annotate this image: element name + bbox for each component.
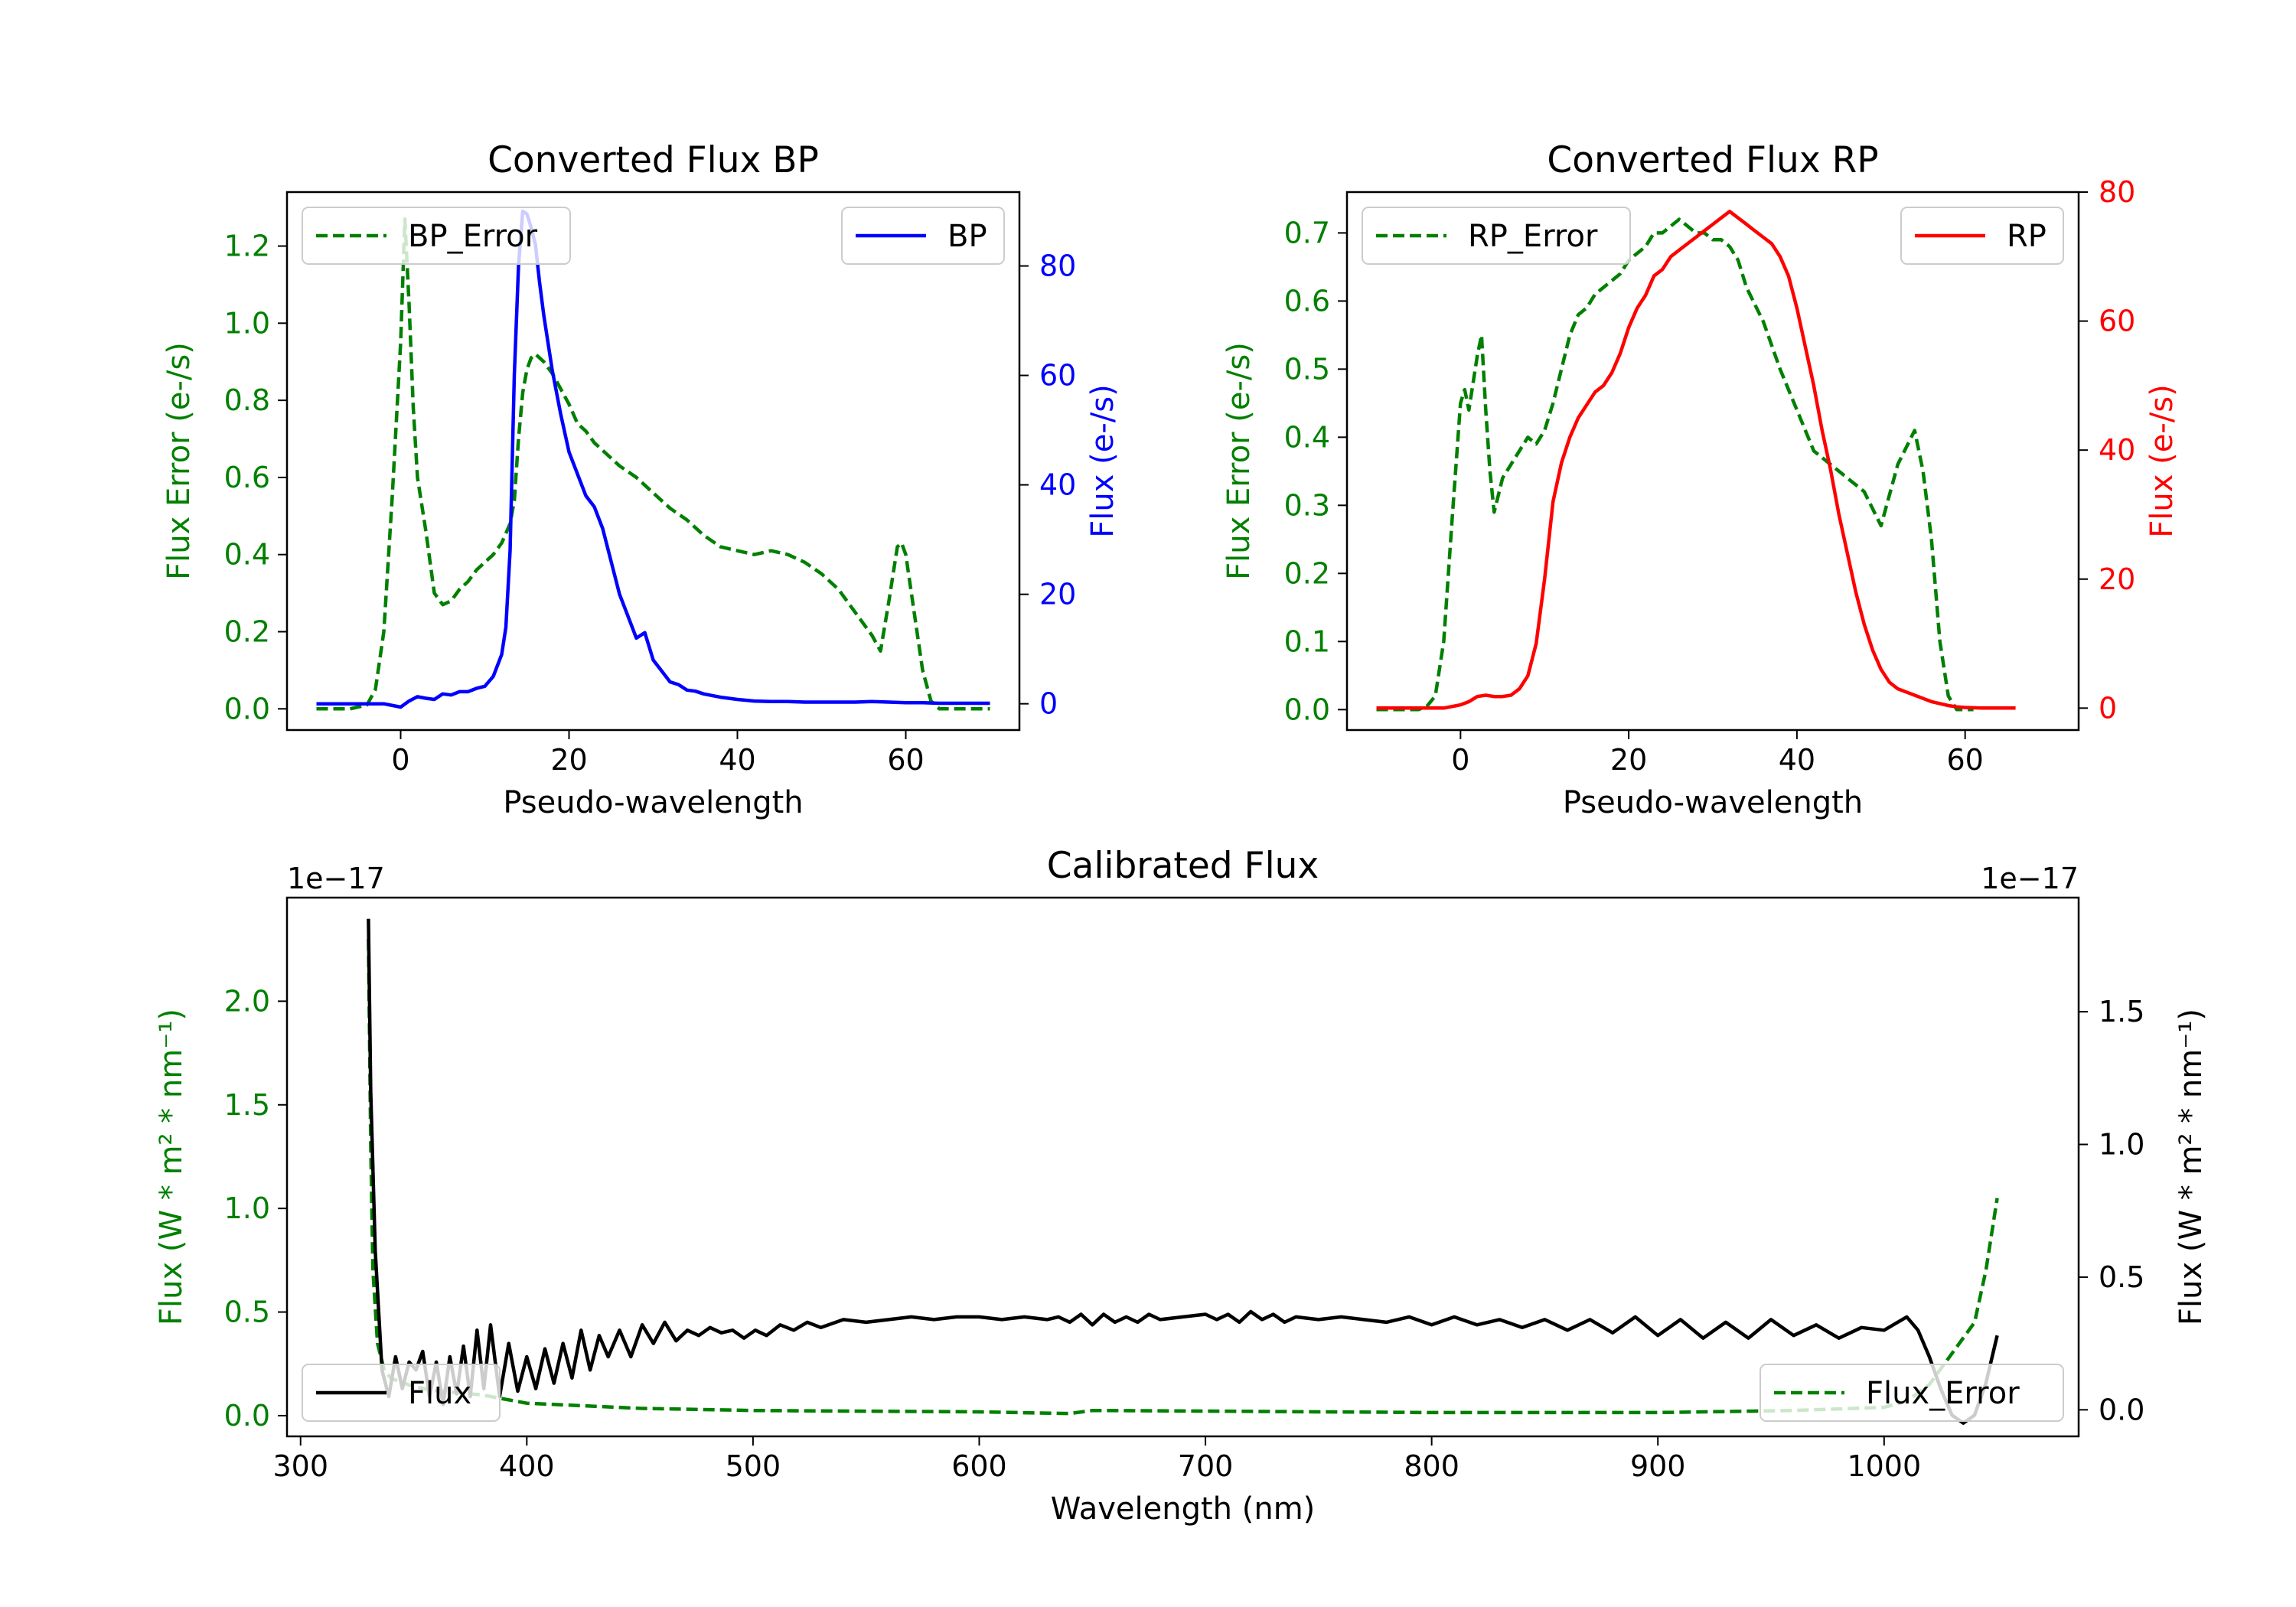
bp-ytick-left-label: 1.0 bbox=[224, 306, 270, 340]
cal-ytick-left-label: 1.5 bbox=[224, 1088, 270, 1122]
rp-xtick-label: 60 bbox=[1946, 743, 1983, 777]
chart-cal: 300 400 500 600 700 800 900 1000 0.0 0.5 1.0 1.5 2.0… bbox=[154, 845, 2209, 1527]
rp-left-series-line bbox=[1376, 217, 1974, 712]
cal-legend-right: Flux bbox=[302, 1364, 501, 1422]
rp-ytick-left-label: 0.6 bbox=[1284, 284, 1330, 318]
rp-legend-label: RP bbox=[2007, 219, 2047, 254]
bp-xtick-label: 0 bbox=[391, 743, 409, 777]
cal-xtick-label: 400 bbox=[499, 1449, 555, 1483]
rp-ytick-left-label: 0.0 bbox=[1284, 693, 1330, 726]
rp-ytick-left-label: 0.4 bbox=[1284, 420, 1330, 454]
bp-right-series-line bbox=[316, 209, 990, 709]
bp-xtick-label: 20 bbox=[550, 743, 587, 777]
bp-ytick-left-label: 0.8 bbox=[224, 383, 270, 417]
rp-ytick-left-label: 0.7 bbox=[1284, 216, 1330, 249]
cal-ytick-right-label: 0.5 bbox=[2099, 1260, 2144, 1294]
cal-xtick-label: 500 bbox=[726, 1449, 781, 1483]
bp-xtick-label: 40 bbox=[719, 743, 755, 777]
cal-legend-label: Flux_Error bbox=[1866, 1376, 2020, 1411]
cal-xtick-label: 700 bbox=[1178, 1449, 1234, 1483]
rp-axes-frame bbox=[1345, 191, 2080, 732]
bp-ytick-left-label: 1.2 bbox=[224, 230, 270, 263]
rp-ytick-right-label: 80 bbox=[2099, 175, 2135, 209]
bp-legend-box bbox=[302, 207, 571, 265]
bp-xtick-label: 60 bbox=[887, 743, 924, 777]
rp-ytick-right-label: 20 bbox=[2099, 562, 2135, 596]
rp-ytick-left-label: 0.2 bbox=[1284, 556, 1330, 590]
bp-title: Converted Flux BP bbox=[488, 139, 819, 181]
bp-legend-right: BP bbox=[841, 207, 1005, 265]
bp-legend-label: BP_Error bbox=[408, 219, 538, 254]
rp-ytick-right-label: 0 bbox=[2099, 691, 2117, 725]
rp-xtick-label: 0 bbox=[1451, 743, 1469, 777]
cal-ylabel-left: Flux (W * m² * nm⁻¹) bbox=[154, 1009, 189, 1325]
cal-title: Calibrated Flux bbox=[1047, 845, 1319, 887]
bp-ytick-left-label: 0.2 bbox=[224, 614, 270, 648]
bp-xlabel: Pseudo-wavelength bbox=[503, 785, 803, 820]
cal-legend-left: Flux_Error bbox=[1760, 1364, 2064, 1422]
rp-ytick-left-label: 0.1 bbox=[1284, 624, 1330, 658]
rp-legend-label: RP_Error bbox=[1468, 219, 1598, 254]
rp-xtick-label: 20 bbox=[1610, 743, 1647, 777]
bp-ytick-left-label: 0.0 bbox=[224, 692, 270, 725]
cal-ytick-right-label: 1.0 bbox=[2099, 1128, 2144, 1162]
cal-legend-box bbox=[1760, 1364, 2064, 1422]
bp-ytick-right-label: 80 bbox=[1039, 249, 1076, 283]
cal-ytick-left-label: 0.5 bbox=[224, 1296, 270, 1329]
bp-ylabel-left: Flux Error (e-/s) bbox=[161, 342, 197, 580]
bp-ytick-right-label: 20 bbox=[1039, 578, 1076, 611]
cal-axes-frame bbox=[285, 896, 2080, 1438]
bp-legend-left: BP_Error bbox=[302, 207, 571, 265]
rp-ylabel-right: Flux (e-/s) bbox=[2144, 384, 2180, 537]
cal-ytick-right-label: 0.0 bbox=[2099, 1393, 2144, 1426]
cal-legend-label: Flux bbox=[408, 1376, 471, 1411]
bp-ytick-right-label: 60 bbox=[1039, 359, 1076, 393]
bp-left-series-line bbox=[316, 217, 990, 711]
chart-bp: 0 20 40 60 0.0 0.2 0.4 0.6 0.8 1.0 1.2 0 20 40 60 80 Con… bbox=[161, 139, 1120, 820]
rp-xtick-label: 40 bbox=[1779, 743, 1815, 777]
cal-xtick-label: 800 bbox=[1404, 1449, 1459, 1483]
bp-ytick-left-label: 0.6 bbox=[224, 461, 270, 494]
cal-xtick-label: 1000 bbox=[1847, 1449, 1921, 1483]
bp-ytick-left-label: 0.4 bbox=[224, 538, 270, 572]
rp-xlabel: Pseudo-wavelength bbox=[1563, 785, 1863, 820]
cal-xlabel: Wavelength (nm) bbox=[1051, 1491, 1316, 1527]
cal-right-series-line bbox=[367, 918, 1999, 1425]
cal-ytick-left-label: 1.0 bbox=[224, 1191, 270, 1225]
rp-ytick-right-label: 60 bbox=[2099, 305, 2135, 338]
cal-ytick-right-label: 1.5 bbox=[2099, 995, 2144, 1028]
rp-ytick-left-label: 0.3 bbox=[1284, 488, 1330, 522]
rp-legend-box bbox=[1362, 207, 1631, 265]
cal-ylabel-right: Flux (W * m² * nm⁻¹) bbox=[2174, 1009, 2209, 1325]
cal-offset-left: 1e−17 bbox=[287, 862, 385, 895]
cal-xtick-label: 600 bbox=[951, 1449, 1007, 1483]
rp-ytick-right-label: 40 bbox=[2099, 433, 2135, 467]
rp-legend-right: RP bbox=[1900, 207, 2064, 265]
cal-ytick-left-label: 0.0 bbox=[224, 1399, 270, 1433]
cal-xtick-label: 300 bbox=[272, 1449, 328, 1483]
cal-legend-box bbox=[302, 1364, 501, 1422]
bp-axes-frame bbox=[285, 191, 1021, 732]
cal-xtick-label: 900 bbox=[1630, 1449, 1686, 1483]
bp-legend-label: BP bbox=[947, 219, 987, 254]
chart-rp: 0 20 40 60 0.0 0.1 0.2 0.3 0.4 0.5 0.6 0.7 0 20 40 60 80… bbox=[1221, 139, 2180, 820]
cal-offset-right: 1e−17 bbox=[1981, 862, 2079, 895]
rp-ytick-left-label: 0.5 bbox=[1284, 352, 1330, 386]
rp-right-series-line bbox=[1376, 210, 2016, 710]
cal-ytick-left-label: 2.0 bbox=[224, 984, 270, 1018]
bp-ylabel-right: Flux (e-/s) bbox=[1085, 384, 1120, 537]
rp-legend-left: RP_Error bbox=[1362, 207, 1631, 265]
bp-ytick-right-label: 40 bbox=[1039, 468, 1076, 502]
rp-ylabel-left: Flux Error (e-/s) bbox=[1221, 342, 1257, 580]
rp-title: Converted Flux RP bbox=[1547, 139, 1878, 181]
bp-ytick-right-label: 0 bbox=[1039, 687, 1058, 721]
